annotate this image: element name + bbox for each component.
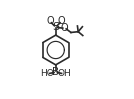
Text: O: O — [61, 23, 68, 33]
Text: S: S — [52, 22, 59, 32]
Text: OH: OH — [57, 69, 71, 78]
Text: O: O — [58, 16, 65, 26]
Text: O: O — [46, 16, 54, 26]
Text: HO: HO — [40, 69, 53, 78]
Text: B: B — [52, 67, 59, 77]
